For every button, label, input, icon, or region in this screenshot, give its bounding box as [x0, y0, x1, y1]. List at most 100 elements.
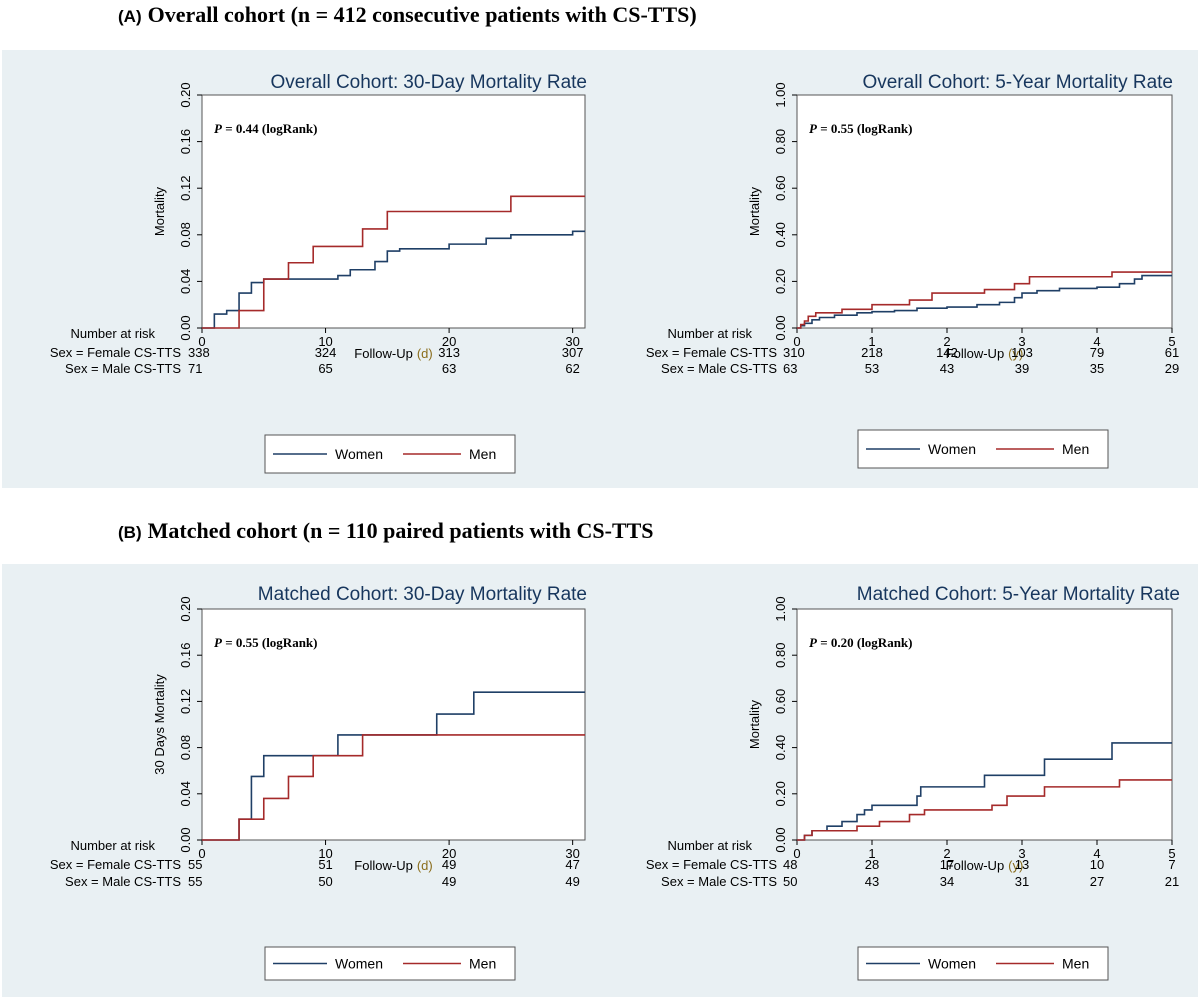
- y-tick-label: 0.40: [773, 735, 788, 760]
- legend-men-label: Men: [1062, 441, 1089, 457]
- risk-value: 43: [940, 361, 954, 376]
- y-tick-label: 0.04: [178, 269, 193, 294]
- risk-value: 49: [565, 874, 579, 889]
- risk-header: Number at risk: [70, 838, 155, 853]
- risk-value: 53: [865, 361, 879, 376]
- chart-overall-5-year: Overall Cohort: 5-Year Mortality Rate 0.00…: [646, 72, 1179, 469]
- legend-men-label: Men: [469, 446, 496, 462]
- p-value-label: P: [214, 121, 223, 136]
- risk-value: 313: [438, 345, 460, 360]
- risk-value: 55: [188, 874, 202, 889]
- series-line-women: [202, 230, 585, 329]
- risk-value: 310: [783, 345, 805, 360]
- x-tick-label: 30: [565, 334, 579, 349]
- y-tick-label: 1.00: [773, 82, 788, 107]
- x-tick-label: 1: [868, 846, 875, 861]
- p-value-text: = 0.44 (logRank): [222, 121, 318, 136]
- x-tick-label: 0: [793, 846, 800, 861]
- risk-row-label: Sex = Female CS-TTS: [50, 857, 181, 872]
- x-tick-label: 0: [198, 334, 205, 349]
- risk-value: 79: [1090, 345, 1104, 360]
- x-tick-label: 4: [1093, 846, 1100, 861]
- x-axis-label-unit: (y): [1008, 858, 1023, 873]
- y-tick-label: 0.60: [773, 176, 788, 201]
- y-tick-label: 0.00: [178, 315, 193, 340]
- section-b-text: Matched cohort (n = 110 paired patients …: [147, 518, 654, 543]
- risk-value: 35: [1090, 361, 1104, 376]
- p-value-annotation: P = 0.44 (logRank): [214, 121, 317, 136]
- y-tick-label: 0.16: [178, 643, 193, 668]
- risk-value: 65: [318, 361, 332, 376]
- section-a-tag: (A): [118, 7, 142, 26]
- x-tick-label: 4: [1093, 334, 1100, 349]
- y-tick-label: 0.12: [178, 689, 193, 714]
- legend-women-label: Women: [335, 446, 383, 462]
- y-tick-label: 0.16: [178, 129, 193, 154]
- series-line-women: [797, 274, 1172, 329]
- risk-row-label: Sex = Male CS-TTS: [65, 361, 181, 376]
- risk-value: 28: [865, 857, 879, 872]
- x-axis-label: Follow-Up (d): [354, 858, 432, 873]
- risk-value: 49: [442, 857, 456, 872]
- y-tick-label: 0.12: [178, 176, 193, 201]
- legend-men-label: Men: [469, 956, 496, 972]
- y-tick-label: 0.00: [178, 827, 193, 852]
- x-tick-label: 20: [442, 846, 456, 861]
- x-axis-label-main: Follow-Up: [354, 346, 413, 361]
- y-axis-label: Mortality: [152, 186, 167, 236]
- risk-value: 63: [442, 361, 456, 376]
- x-tick-label: 5: [1168, 334, 1175, 349]
- risk-row-label: Sex = Female CS-TTS: [646, 857, 777, 872]
- series-line-men: [797, 271, 1172, 329]
- y-tick-label: 0.40: [773, 222, 788, 247]
- risk-value: 62: [565, 361, 579, 376]
- risk-value: 71: [188, 361, 202, 376]
- chart-overall-30-day: Overall Cohort: 30-Day Mortality Rate 0.00…: [50, 72, 587, 474]
- series-line-men: [202, 195, 585, 329]
- risk-value: 55: [188, 857, 202, 872]
- y-tick-label: 0.04: [178, 781, 193, 806]
- chart-title-prefix: Matched Cohort:: [857, 584, 997, 605]
- risk-value: 49: [442, 874, 456, 889]
- risk-value: 324: [315, 345, 337, 360]
- risk-header: Number at risk: [667, 838, 752, 853]
- p-value-text: = 0.55 (logRank): [222, 635, 318, 650]
- x-axis-label-unit: (d): [417, 346, 433, 361]
- legend-women-label: Women: [928, 956, 976, 972]
- x-tick-label: 10: [318, 334, 332, 349]
- risk-value: 47: [565, 857, 579, 872]
- x-tick-label: 3: [1018, 334, 1025, 349]
- risk-value: 338: [188, 345, 210, 360]
- plot-area: [796, 608, 1173, 841]
- series-line-men: [202, 734, 585, 841]
- y-tick-label: 1.00: [773, 596, 788, 621]
- plot-area: [201, 608, 586, 841]
- risk-value: 39: [1015, 361, 1029, 376]
- chart-title: Overall Cohort: 5-Year Mortality Rate: [862, 72, 1173, 93]
- p-value-label: P: [809, 635, 818, 650]
- series-line-men: [797, 779, 1172, 841]
- chart-title-suffix: 30-Day Mortality Rate: [403, 584, 587, 605]
- risk-value: 218: [861, 345, 883, 360]
- x-tick-label: 3: [1018, 846, 1025, 861]
- y-axis-label: Mortality: [747, 186, 762, 236]
- x-axis-label: Follow-Up (y): [946, 346, 1024, 361]
- chart-title: Matched Cohort: 5-Year Mortality Rate: [857, 584, 1180, 605]
- y-tick-label: 0.80: [773, 129, 788, 154]
- risk-value: 29: [1165, 361, 1179, 376]
- risk-value: 31: [1015, 874, 1029, 889]
- y-tick-label: 0.20: [178, 596, 193, 621]
- chart-title-prefix: Overall Cohort:: [862, 72, 990, 93]
- y-axis-label: Mortality: [747, 699, 762, 749]
- risk-value: 21: [1165, 874, 1179, 889]
- x-tick-label: 20: [442, 334, 456, 349]
- y-tick-label: 0.60: [773, 689, 788, 714]
- chart-title-suffix: 30-Day Mortality Rate: [403, 72, 587, 93]
- risk-value: 142: [936, 345, 958, 360]
- risk-row-label: Sex = Male CS-TTS: [661, 874, 777, 889]
- x-axis-label-main: Follow-Up: [354, 858, 413, 873]
- section-a-text: Overall cohort (n = 412 consecutive pati…: [147, 2, 697, 27]
- risk-header: Number at risk: [70, 326, 155, 341]
- p-value-text: = 0.55 (logRank): [817, 121, 913, 136]
- x-tick-label: 2: [943, 846, 950, 861]
